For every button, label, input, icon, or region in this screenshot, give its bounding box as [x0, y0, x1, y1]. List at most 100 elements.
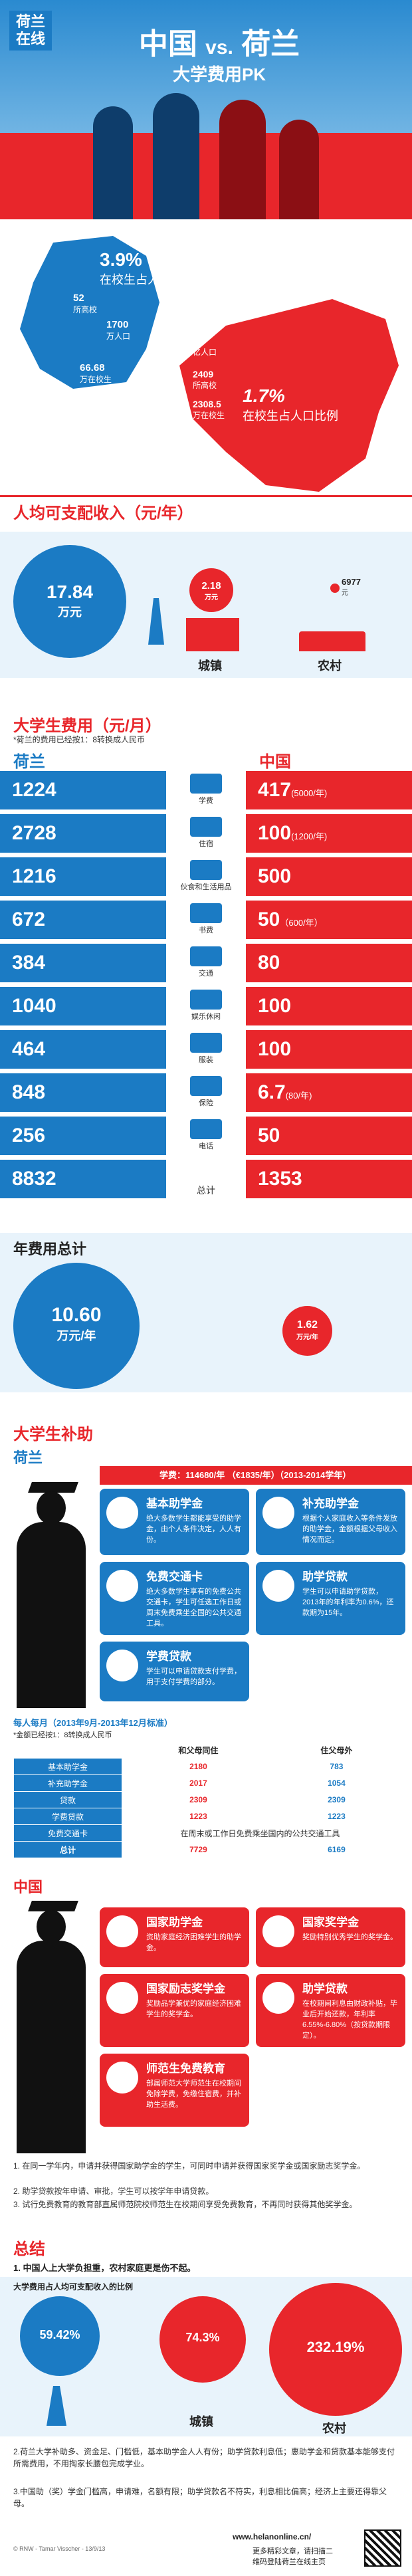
farm-icon [299, 631, 365, 651]
aid-row-1-away: 1054 [274, 1774, 399, 1792]
summary-line-3: 3.中国助（奖）学金门槛高，申请难，名额有限；助学贷款名不符实，利息相比偏高；经… [13, 2487, 387, 2508]
page-subtitle: 大学费用PK [172, 64, 266, 84]
cost-cat-leisure: 娱乐休闲 [166, 987, 246, 1025]
aid-cn-loan-text: 在校期间利息由财政补贴，毕业后开始还款，年利率6.55%-6.80%（按贷款期限… [302, 2000, 397, 2040]
urban-ratio-circle: 74.3% [159, 2296, 246, 2383]
table-row: 补充助学金 2017 1054 [13, 1774, 399, 1792]
page-title: 中国 vs. 荷兰 [80, 20, 359, 62]
aid-nl-tuition-loan-text: 学生可以申请贷款支付学费，用于支付学费的部分。 [146, 1667, 241, 1686]
logo-line-1: 荷兰 [15, 13, 45, 30]
cost-cat-transport: 交通 [166, 944, 246, 982]
nl-ratio-label: 在校生占人口比例 [100, 273, 195, 286]
cost-nl-food: 1216 [0, 857, 166, 896]
cost-nl-books: 672 [0, 901, 166, 939]
urban-ratio-circle-value: 74.3% [185, 2331, 220, 2344]
food-icon [190, 860, 222, 880]
aid-nl-supplement-title: 补充助学金 [302, 1497, 359, 1510]
aid-cn-note-1: 1. 在同一学年内，申请并获得国家助学金的学生，可同时申请并获得国家奖学金或国家… [13, 2161, 365, 2171]
aid-cn-label: 中国 [13, 1879, 43, 1895]
cn-ratio: 1.7% 在校生占人口比例 [243, 385, 395, 424]
cost-cn-food-value: 500 [258, 865, 292, 887]
aid-row-5-home: 7729 [122, 1841, 275, 1858]
cost-cn-leisure-value: 100 [258, 995, 292, 1017]
nl-pop-unit: 万人口 [106, 332, 131, 341]
cost-cn-clothing: 100 [246, 1030, 412, 1069]
supplement-icon [262, 1497, 294, 1529]
cn-ratio-label: 在校生占人口比例 [243, 409, 338, 423]
rural-ratio-circle-value: 232.19% [306, 2339, 365, 2355]
cost-nl-housing: 2728 [0, 814, 166, 853]
cost-cat-food: 伙食和生活用品 [166, 857, 246, 896]
scholarship-icon [262, 1915, 294, 1947]
aid-cn-note-2: 2. 助学贷款按年申请、审批，学生可以按学年申请贷款。 [13, 2187, 214, 2196]
footer-site-link[interactable]: www.helanonline.cn/ [233, 2532, 312, 2541]
medal-icon [106, 1982, 138, 2014]
aid-table-head-0 [13, 1741, 122, 1759]
aid-row-0-home: 2180 [122, 1758, 275, 1775]
china-map [179, 299, 399, 492]
cost-cn-housing-value: 100 [258, 822, 292, 844]
aid-nl-label: 荷兰 [13, 1449, 43, 1466]
aid-row-4-desc: 在周末或工作日免费乘坐国内的公共交通工具 [122, 1824, 399, 1842]
nl-ratio-value: 3.9% [100, 249, 142, 270]
aid-nl-basic-title: 基本助学金 [146, 1497, 203, 1510]
nl-schools-unit: 所高校 [73, 305, 98, 314]
qr-code-icon[interactable] [364, 2529, 401, 2567]
bus-icon [190, 946, 222, 966]
cn-ratio-value: 1.7% [243, 385, 285, 406]
people-silhouettes [93, 80, 319, 219]
aid-table-head: 和父母同住 住父母外 [13, 1741, 399, 1759]
summary-line-1: 1. 中国人上大学负担重，农村家庭更是伤不起。 [13, 2263, 196, 2273]
income-divider [0, 495, 412, 497]
cost-cat-insurance: 保险 [166, 1073, 246, 1112]
aid-title: 大学生补助 [13, 1426, 93, 1444]
graduate-silhouette-cn [10, 1901, 90, 2153]
aid-row-1-home: 2017 [122, 1774, 275, 1792]
summary-rural-label: 农村 [322, 2422, 346, 2435]
aid-row-5-name: 总计 [13, 1841, 122, 1858]
income-title: 人均可支配收入（元/年） [13, 504, 193, 522]
cost-cat-housing: 住宿 [166, 814, 246, 853]
aid-row-2-name: 贷款 [13, 1791, 122, 1808]
cost-cat-phone: 电话 [166, 1117, 246, 1155]
cost-cat-clothing-label: 服装 [199, 1056, 213, 1064]
cost-cn-books: 50（600/年） [246, 901, 412, 939]
aid-nl-transport-card: 免费交通卡 绝大多数学生享有的免费公共交通卡，学生可任选工作日或周末免费乘坐全国… [100, 1562, 249, 1635]
aid-cn-grant-title: 国家助学金 [146, 1916, 203, 1929]
nl-income-value: 17.84 [46, 582, 94, 602]
cost-cat-housing-label: 住宿 [199, 840, 213, 848]
nl-schools-value: 52 [73, 292, 84, 304]
house-icon [190, 817, 222, 837]
cost-cat-transport-label: 交通 [199, 970, 213, 978]
graduate-silhouette-nl [10, 1482, 90, 1708]
cost-cn-insurance-value: 6.7 [258, 1081, 286, 1103]
aid-nl-loan: 助学贷款 学生可以申请助学贷款，2013年的年利率为0.6%，还款期为15年。 [256, 1562, 405, 1635]
cost-nl-leisure: 1040 [0, 987, 166, 1025]
aid-row-0-away: 783 [274, 1758, 399, 1775]
header-skyline [0, 133, 412, 219]
aid-fee-bar: 学费：114680/年 （€1835/年）（2013-2014学年） [100, 1466, 412, 1485]
aid-row-0-name: 基本助学金 [13, 1758, 122, 1775]
aid-table-title: 每人每月（2013年9月-2013年12月标准） [13, 1718, 173, 1728]
aid-cn-teacher-free: 师范生免费教育 部属师范大学师范生在校期间免除学费，免缴住宿费，并补助生活费。 [100, 2054, 249, 2127]
cost-cat-insurance-label: 保险 [199, 1099, 213, 1107]
city-icon [186, 618, 239, 651]
nl-stat-enroll: 66.68 万在校生 [80, 362, 133, 385]
nl-stat-schools: 52 所高校 [73, 292, 120, 315]
cost-cat-leisure-label: 娱乐休闲 [191, 1013, 221, 1021]
cost-cn-insurance-note: (80/年) [285, 1091, 312, 1101]
aid-nl-basic-text: 绝大多数学生都能享受的助学金，由个人条件决定，人人有份。 [146, 1515, 241, 1544]
cost-cn-tuition: 417(5000/年) [246, 771, 412, 809]
train-icon [106, 1570, 138, 1602]
cn-enroll-value: 2308.5 [193, 399, 221, 409]
aid-cn-loan-title: 助学贷款 [302, 1983, 348, 1995]
aid-table-head-2: 住父母外 [274, 1741, 399, 1759]
costs-title: 大学生费用（元/月） [13, 717, 161, 735]
aid-row-3-away: 1223 [274, 1808, 399, 1825]
book-icon [190, 903, 222, 923]
cost-nl-total: 8832 [0, 1160, 166, 1198]
rural-label: 农村 [318, 659, 342, 673]
logo[interactable]: 荷兰 在线 [9, 11, 52, 51]
cn-enroll-unit: 万在校生 [193, 411, 225, 420]
summary-title: 总结 [13, 2240, 45, 2258]
